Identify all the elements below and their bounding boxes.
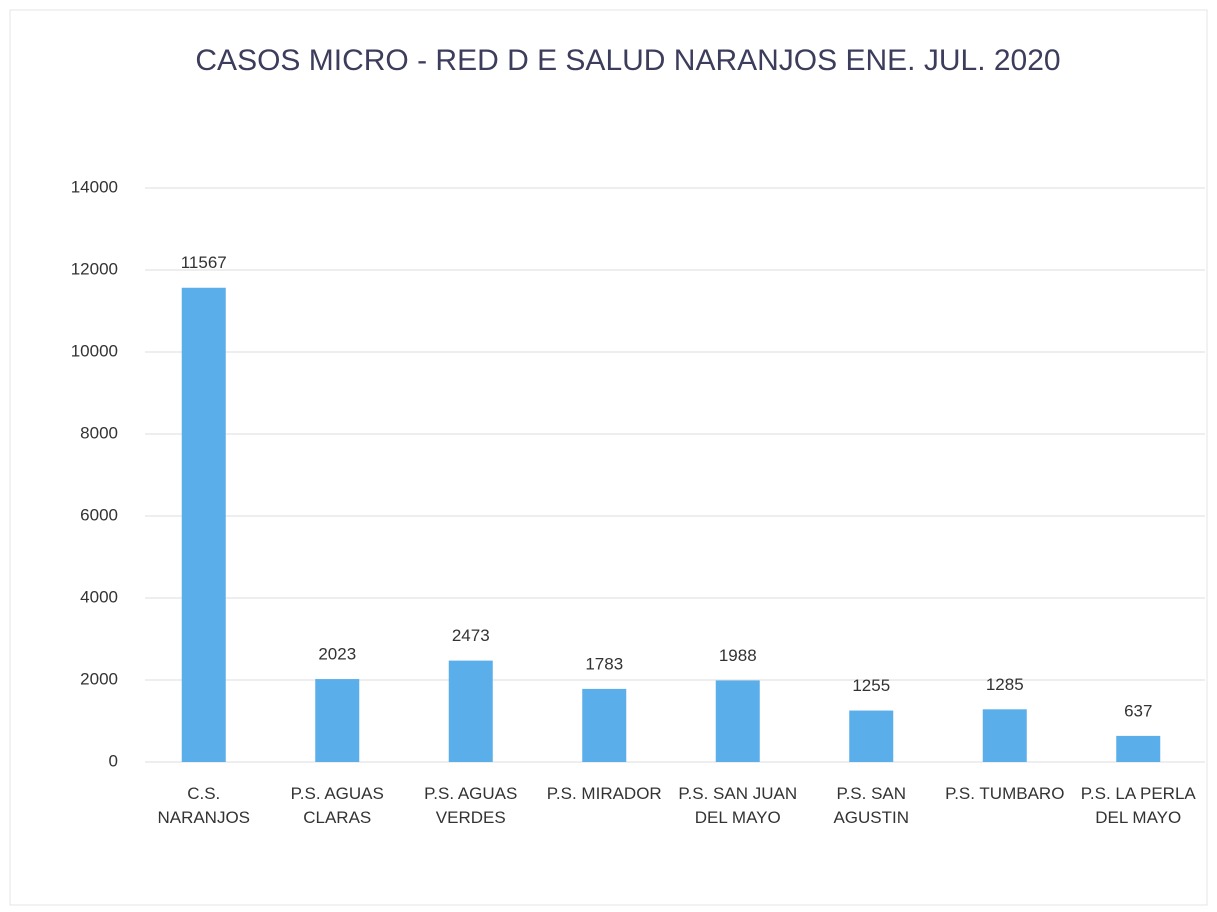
bar	[448, 660, 493, 762]
bar	[715, 680, 760, 762]
bar	[315, 679, 360, 762]
data-label: 1988	[719, 646, 757, 665]
data-label: 1783	[585, 654, 623, 673]
data-label: 11567	[181, 253, 227, 272]
data-label: 1255	[852, 676, 890, 695]
data-label: 2023	[318, 645, 356, 664]
y-tick-label: 4000	[80, 587, 118, 606]
x-tick-label: P.S. AGUAS VERDES	[424, 784, 518, 827]
x-tick-label: P.S. AGUAS CLARAS	[290, 784, 384, 827]
y-tick-label: 10000	[71, 341, 118, 360]
bar	[982, 709, 1027, 762]
y-tick-label: 0	[109, 751, 118, 770]
y-tick-label: 6000	[80, 505, 118, 524]
data-label: 1285	[986, 675, 1024, 694]
x-tick-label: P.S. SAN JUAN DEL MAYO	[678, 784, 798, 827]
x-tick-label: C.S. NARANJOS	[157, 784, 251, 827]
chart-title: CASOS MICRO - RED D E SALUD NARANJOS ENE…	[195, 44, 1060, 77]
y-tick-label: 14000	[71, 177, 118, 196]
y-tick-label: 2000	[80, 669, 118, 688]
bar	[1116, 735, 1161, 762]
x-tick-label: P.S. LA PERLA DEL MAYO	[1080, 784, 1196, 827]
x-tick-label: P.S. MIRADOR	[546, 784, 662, 803]
chart-border	[9, 9, 1208, 906]
data-label: 637	[1124, 701, 1152, 720]
x-tick-label: P.S. SAN AGUSTIN	[833, 784, 910, 827]
y-tick-label: 12000	[71, 259, 118, 278]
x-tick-label: P.S. TUMBARO	[945, 784, 1065, 803]
data-label: 2473	[452, 626, 490, 645]
bar	[181, 287, 226, 762]
bar	[849, 710, 894, 762]
y-tick-label: 8000	[80, 423, 118, 442]
bar	[582, 688, 627, 762]
